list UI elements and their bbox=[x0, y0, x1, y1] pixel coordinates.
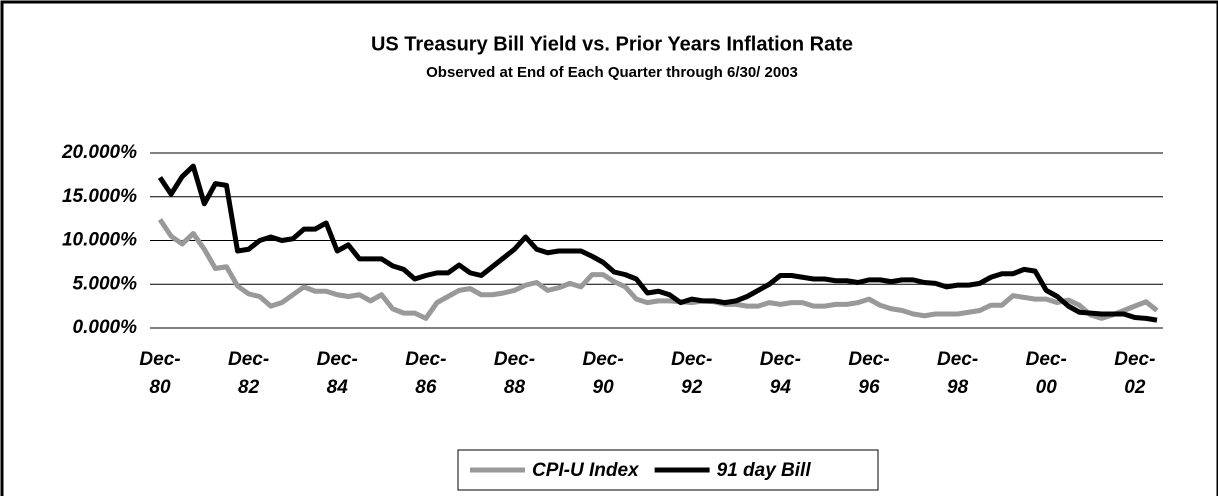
chart-title: US Treasury Bill Yield vs. Prior Years I… bbox=[371, 33, 853, 55]
x-tick-label: Dec-86 bbox=[405, 349, 447, 398]
x-tick-label: Dec-80 bbox=[139, 349, 181, 398]
x-tick-label: Dec-98 bbox=[937, 349, 979, 398]
legend-label: 91 day Bill bbox=[717, 460, 812, 481]
x-tick-label: Dec-02 bbox=[1114, 349, 1156, 398]
legend-label: CPI-U Index bbox=[532, 460, 640, 481]
y-tick-label: 10.000% bbox=[62, 230, 137, 251]
x-tick-label: Dec-92 bbox=[671, 349, 713, 398]
series-line bbox=[157, 218, 1159, 321]
x-tick-label: Dec-94 bbox=[759, 349, 801, 398]
y-tick-label: 5.000% bbox=[73, 273, 138, 294]
x-tick-label: Dec-96 bbox=[848, 349, 890, 398]
x-tick-label: Dec-00 bbox=[1025, 349, 1067, 398]
x-tick-label: Dec-84 bbox=[316, 349, 358, 398]
x-tick-label: Dec-90 bbox=[582, 349, 624, 398]
series-line bbox=[157, 163, 1158, 323]
y-tick-label: 0.000% bbox=[73, 317, 138, 338]
y-tick-label: 15.000% bbox=[62, 186, 137, 207]
chart-subtitle: Observed at End of Each Quarter through … bbox=[426, 64, 798, 81]
y-tick-label: 20.000% bbox=[61, 142, 137, 163]
x-tick-label: Dec-88 bbox=[493, 349, 536, 398]
x-tick-label: Dec-82 bbox=[228, 349, 270, 398]
